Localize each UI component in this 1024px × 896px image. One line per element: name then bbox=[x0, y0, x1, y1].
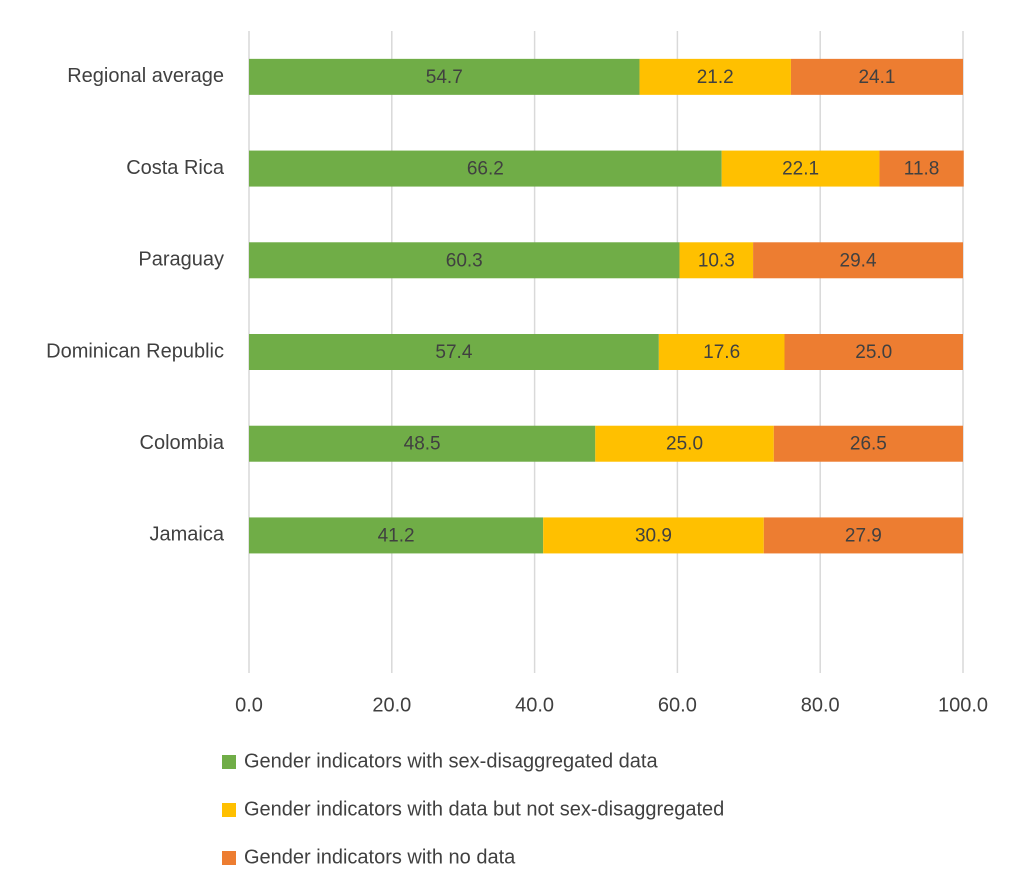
x-tick-label: 40.0 bbox=[515, 694, 554, 716]
data-label: 25.0 bbox=[666, 434, 703, 455]
x-tick-label: 20.0 bbox=[372, 694, 411, 716]
data-label: 17.6 bbox=[703, 342, 740, 363]
data-label: 66.2 bbox=[467, 159, 504, 180]
data-label: 41.2 bbox=[378, 525, 415, 546]
data-label: 48.5 bbox=[404, 434, 441, 455]
y-tick-label: Dominican Republic bbox=[46, 340, 224, 362]
bar-segment bbox=[753, 242, 963, 279]
bar-segment bbox=[249, 150, 722, 187]
bar-segment bbox=[879, 150, 964, 187]
data-label: 29.4 bbox=[840, 250, 877, 271]
x-tick-label: 0.0 bbox=[235, 694, 263, 716]
bar-segment bbox=[763, 517, 963, 554]
data-label: 60.3 bbox=[446, 250, 483, 271]
data-label: 57.4 bbox=[435, 342, 472, 363]
legend-label: Gender indicators with data but not sex-… bbox=[244, 798, 724, 820]
data-label: 22.1 bbox=[782, 159, 819, 180]
legend-swatch bbox=[222, 803, 236, 817]
y-tick-label: Costa Rica bbox=[126, 157, 225, 179]
data-label: 27.9 bbox=[845, 525, 882, 546]
y-tick-label: Jamaica bbox=[150, 524, 225, 546]
legend-label: Gender indicators with sex-disaggregated… bbox=[244, 750, 658, 772]
y-tick-label: Regional average bbox=[67, 65, 224, 87]
data-label: 30.9 bbox=[635, 525, 672, 546]
legend-swatch bbox=[222, 755, 236, 769]
bar-segment bbox=[249, 58, 640, 95]
bar-segment bbox=[721, 150, 880, 187]
data-label: 10.3 bbox=[698, 250, 735, 271]
bar-segment bbox=[595, 425, 774, 462]
bar-segment bbox=[249, 334, 659, 370]
bar-segment bbox=[249, 242, 680, 279]
data-label: 24.1 bbox=[858, 67, 895, 88]
bar-segment bbox=[249, 425, 596, 462]
bar-segment bbox=[543, 517, 764, 554]
data-label: 26.5 bbox=[850, 434, 887, 455]
legend-label: Gender indicators with no data bbox=[244, 846, 516, 868]
legend-swatch bbox=[222, 851, 236, 865]
bar-segment bbox=[790, 58, 963, 95]
x-tick-label: 60.0 bbox=[658, 694, 697, 716]
data-label: 54.7 bbox=[426, 67, 463, 88]
bar-segment bbox=[658, 334, 785, 370]
bar-segment bbox=[784, 334, 963, 370]
data-label: 25.0 bbox=[855, 342, 892, 363]
y-tick-label: Colombia bbox=[140, 432, 225, 454]
data-label: 11.8 bbox=[904, 159, 940, 180]
bar-segment bbox=[773, 425, 963, 462]
x-tick-label: 80.0 bbox=[801, 694, 840, 716]
bar-segment bbox=[639, 58, 791, 95]
data-label: 21.2 bbox=[697, 67, 734, 88]
y-tick-label: Paraguay bbox=[138, 249, 224, 271]
bar-segment bbox=[679, 242, 754, 279]
bar-segment bbox=[249, 517, 544, 554]
x-tick-label: 100.0 bbox=[938, 694, 988, 716]
